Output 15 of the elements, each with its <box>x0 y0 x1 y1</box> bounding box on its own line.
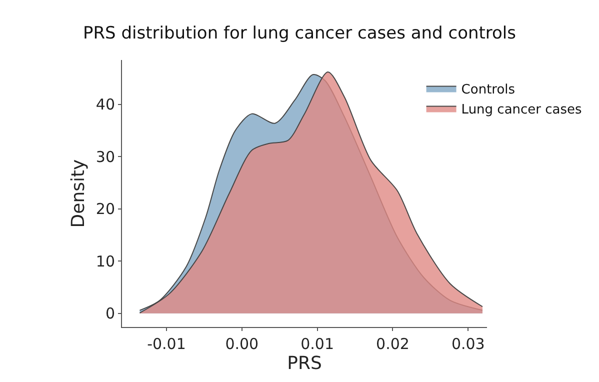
x-tick-label: 0.03 <box>451 335 485 353</box>
x-tick-label: -0.01 <box>147 335 186 353</box>
legend-label: Controls <box>461 82 516 98</box>
x-tick-label: 0.02 <box>376 335 410 353</box>
y-tick-label: 0 <box>105 304 115 323</box>
x-axis-title: PRS <box>287 353 322 374</box>
y-axis-title: Density <box>68 158 90 228</box>
y-tick-label: 10 <box>96 252 115 270</box>
y-tick-label: 30 <box>96 148 115 166</box>
x-tick-label: 0.01 <box>300 335 334 353</box>
x-tick-label: 0.00 <box>225 335 259 353</box>
chart-title: PRS distribution for lung cancer cases and controls <box>82 24 516 44</box>
y-tick-label: 40 <box>96 96 115 114</box>
legend-label: Lung cancer cases <box>461 102 582 118</box>
y-tick-label: 20 <box>96 200 115 218</box>
